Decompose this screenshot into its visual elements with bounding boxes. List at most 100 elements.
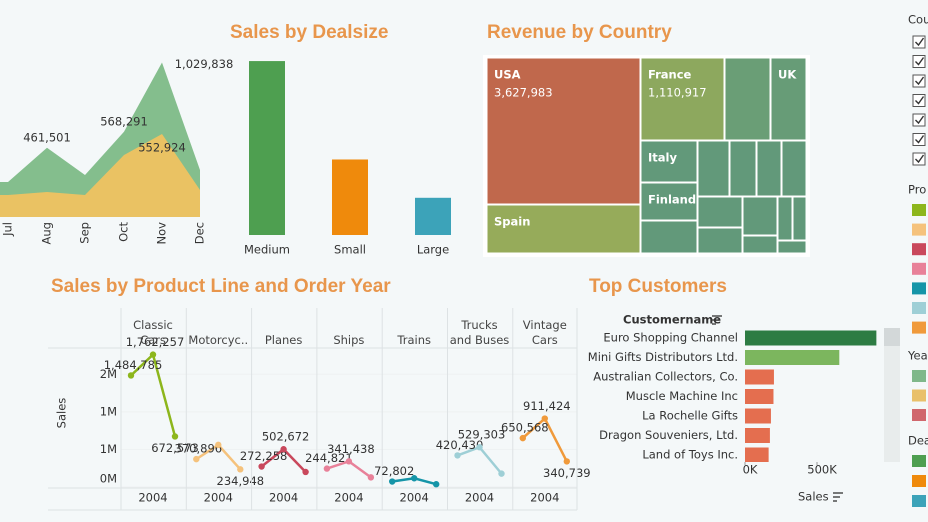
dealsize-title: Sales by Dealsize (230, 22, 388, 43)
data-label: 72,802 (374, 464, 414, 478)
facet-header: Trains (397, 333, 431, 347)
data-label: 461,501 (23, 130, 71, 144)
data-label: 244,821 (305, 451, 353, 465)
x-tick-label: Medium (244, 243, 290, 257)
tile-label: USA (494, 68, 521, 82)
check (915, 96, 925, 105)
treemap-tile (697, 140, 730, 197)
x-tick-label: 2004 (400, 491, 429, 505)
data-label: 340,739 (543, 466, 591, 480)
facet-header: Planes (264, 333, 303, 347)
check (915, 135, 925, 144)
legend-swatch[interactable] (912, 389, 926, 402)
x-tick-label: Aug (40, 222, 54, 244)
tile-value: 1,110,917 (648, 86, 707, 100)
legend-swatch[interactable] (912, 262, 926, 275)
filter-title: Yea (907, 349, 928, 363)
data-label: 568,291 (100, 114, 148, 128)
treemap-tile (697, 196, 743, 228)
data-label: 420,430 (436, 438, 484, 452)
bar (332, 159, 368, 235)
filter-title: Pro (908, 183, 926, 197)
product-grid (48, 347, 577, 511)
x-tick-label: 2004 (465, 491, 494, 505)
treemap-tile (697, 227, 743, 254)
data-label: 272,258 (240, 449, 288, 463)
productline-title: Sales by Product Line and Order Year (51, 276, 391, 297)
category-label: Mini Gifts Distributors Ltd. (588, 350, 738, 364)
bar (415, 197, 451, 235)
x-tick-label: 2004 (138, 491, 167, 505)
area (0, 134, 200, 217)
data-label: 234,948 (217, 474, 265, 488)
x-tick-label: 0K (743, 463, 758, 477)
data-label: 529,303 (458, 428, 506, 442)
treemap-tile (724, 57, 771, 141)
point (433, 481, 440, 488)
treemap-tile (640, 140, 698, 183)
data-label: 1,029,838 (175, 57, 234, 71)
legend-swatch[interactable] (912, 321, 926, 334)
x-tick-label: 500K (807, 463, 837, 477)
point (193, 455, 200, 463)
x-tick-label: 2004 (269, 491, 298, 505)
point (149, 351, 157, 358)
y-tick-label: 2M (100, 367, 117, 381)
point (541, 415, 548, 422)
point (237, 466, 244, 473)
point (563, 458, 570, 465)
point (389, 478, 396, 485)
x-tick-label: Sep (78, 222, 92, 244)
tile-label: Finland (648, 193, 696, 207)
x-tick-label: 2004 (530, 491, 559, 505)
legend-swatch[interactable] (912, 409, 926, 421)
category-label: Dragon Souveniers, Ltd. (599, 428, 738, 442)
legend-swatch[interactable] (912, 204, 926, 216)
point (171, 433, 179, 440)
legend-swatch[interactable] (912, 370, 926, 382)
sort-icon[interactable] (712, 315, 722, 325)
legend-swatch[interactable] (912, 455, 926, 467)
legend-swatch[interactable] (912, 495, 926, 507)
filter-title: Cou (908, 13, 928, 27)
sort-icon[interactable] (833, 492, 843, 502)
data-label: 650,568 (501, 421, 549, 435)
treemap-tile (777, 240, 807, 254)
data-label: 1,484,785 (104, 358, 163, 372)
y-tick-label: 1M (100, 404, 117, 418)
tile-label: UK (778, 68, 797, 82)
check (915, 57, 925, 66)
x-tick-label: Oct (117, 222, 131, 242)
tile-label: Spain (494, 215, 530, 229)
point (411, 475, 418, 482)
x-tick-label: 2004 (204, 491, 233, 505)
facet-header: Ships (333, 333, 365, 347)
check (915, 76, 925, 86)
filter-title: Dea (908, 434, 928, 448)
treemap-tile (781, 140, 807, 197)
legend-swatch[interactable] (912, 243, 926, 256)
point (280, 446, 287, 453)
legend-swatch[interactable] (912, 302, 926, 314)
legend-swatch[interactable] (912, 475, 926, 487)
treemap-tile (640, 220, 698, 254)
treemap-tile (486, 204, 641, 254)
scroll-thumb[interactable] (884, 328, 900, 346)
legend-swatch[interactable] (912, 282, 926, 295)
facet-header: Classic Cars (133, 318, 173, 347)
legend-swatch[interactable] (912, 223, 926, 236)
point (258, 463, 265, 470)
bar (745, 350, 840, 365)
bar (745, 447, 769, 462)
bar (745, 408, 771, 424)
treemap-tile (770, 57, 807, 141)
treemap-tile (640, 57, 725, 141)
scrollbar[interactable] (884, 328, 900, 462)
category-label: Australian Collectors, Co. (593, 370, 738, 384)
treemap-tile (777, 196, 793, 241)
bar (249, 61, 285, 236)
country-title: Revenue by Country (487, 22, 672, 43)
data-label: 911,424 (523, 399, 571, 413)
bar (745, 330, 877, 346)
point (367, 474, 375, 481)
